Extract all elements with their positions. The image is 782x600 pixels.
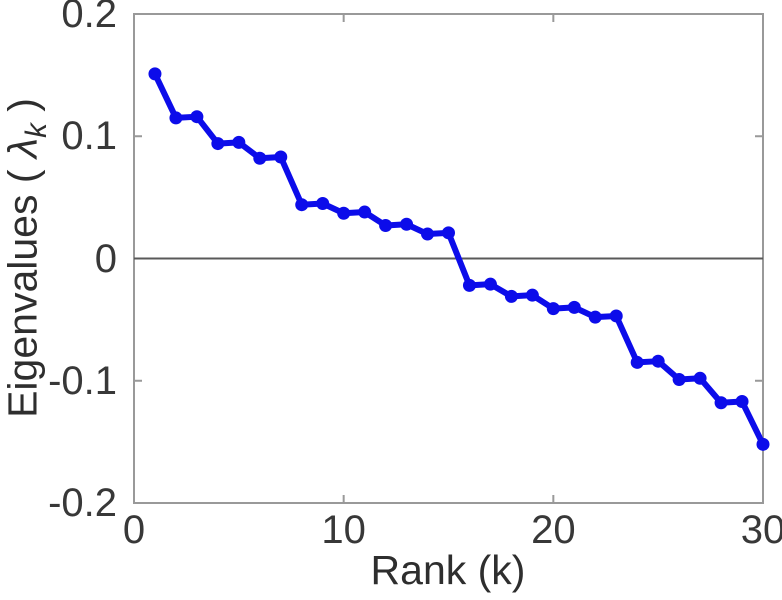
y-tick-label: 0.2 <box>61 0 117 36</box>
y-axis-label: Eigenvalues ( λk ) <box>0 98 53 418</box>
data-point <box>274 150 288 164</box>
data-point <box>546 302 560 316</box>
data-point <box>232 135 246 149</box>
y-axis-label-prefix: Eigenvalues ( <box>0 158 46 418</box>
data-point <box>148 67 162 81</box>
data-point <box>316 196 330 210</box>
y-tick-label: 0.1 <box>61 114 117 159</box>
data-point <box>442 226 455 240</box>
data-point <box>735 395 749 409</box>
data-point <box>525 288 539 302</box>
y-tick-label: 0 <box>94 236 117 281</box>
x-tick-label: 10 <box>321 508 366 552</box>
y-tick-label: -0.2 <box>48 481 117 525</box>
lambda-subscript: k <box>19 123 53 138</box>
data-point <box>211 137 225 151</box>
data-point <box>609 309 623 323</box>
data-point <box>672 373 686 387</box>
data-point <box>190 110 204 124</box>
x-tick-label: 20 <box>531 508 576 552</box>
data-point <box>756 437 770 451</box>
data-point <box>693 371 707 385</box>
y-axis-label-suffix: ) <box>0 98 46 124</box>
data-point <box>483 277 497 291</box>
x-tick-label: 0 <box>122 508 146 552</box>
data-point <box>169 111 183 125</box>
data-point <box>504 289 518 303</box>
data-point <box>714 396 728 410</box>
x-axis-label: Rank (k) <box>370 547 526 593</box>
data-point <box>253 151 267 165</box>
data-point <box>379 218 393 232</box>
data-point <box>337 206 351 220</box>
data-point <box>588 310 602 324</box>
data-point <box>421 227 435 241</box>
lambda-symbol: λ <box>0 137 46 159</box>
data-point <box>567 300 581 314</box>
data-point <box>630 355 644 369</box>
data-point <box>400 217 414 231</box>
data-point <box>295 198 309 212</box>
data-point <box>462 278 476 292</box>
data-point <box>358 205 372 219</box>
data-point <box>651 354 665 368</box>
y-tick-label: -0.1 <box>48 358 117 403</box>
x-tick-label: 30 <box>740 508 782 552</box>
